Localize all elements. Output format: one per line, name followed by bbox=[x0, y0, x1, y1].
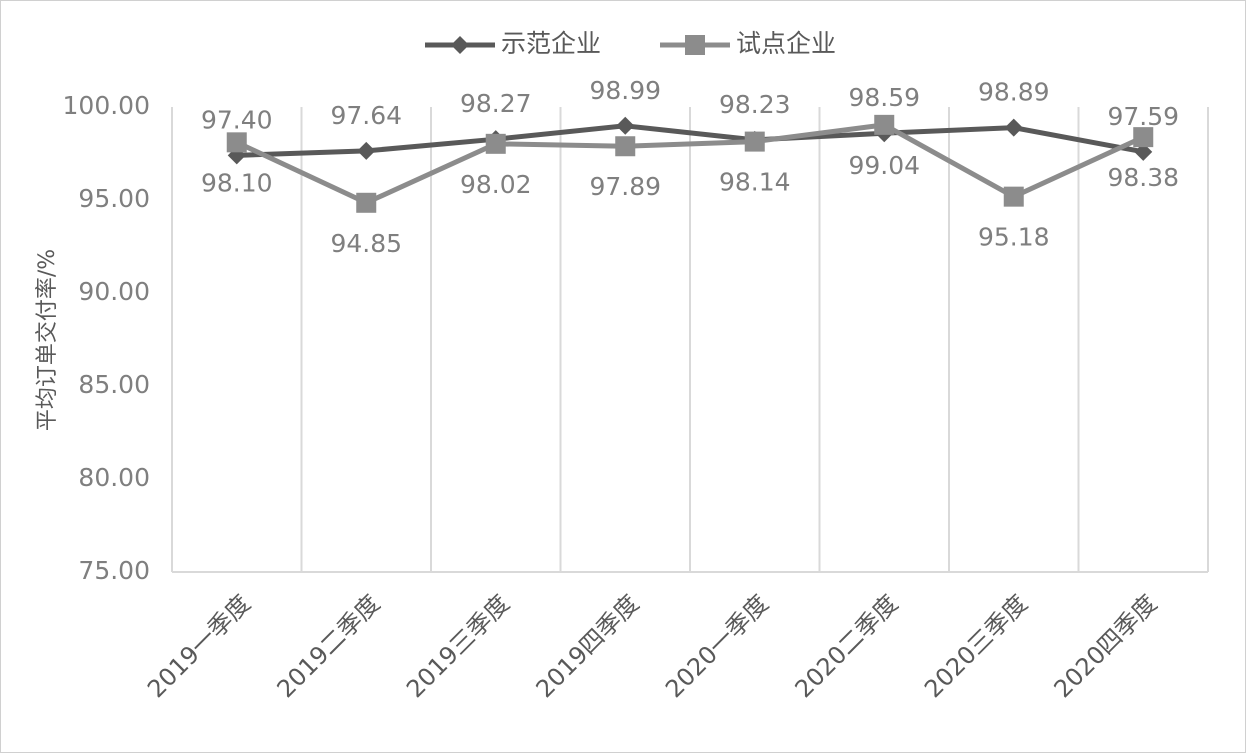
square-marker bbox=[356, 192, 377, 213]
data-label: 98.02 bbox=[460, 170, 532, 199]
square-marker bbox=[226, 132, 247, 153]
square-marker bbox=[1003, 186, 1024, 207]
square-marker bbox=[615, 136, 636, 157]
legend-marker bbox=[451, 36, 469, 54]
diamond-marker bbox=[357, 141, 376, 160]
data-label: 97.40 bbox=[201, 105, 273, 134]
y-tick-label: 95.00 bbox=[78, 184, 150, 213]
data-label: 97.89 bbox=[589, 172, 661, 201]
legend-marker bbox=[685, 35, 705, 55]
y-axis-title: 平均订单交付率/% bbox=[35, 249, 60, 431]
y-tick-label: 85.00 bbox=[78, 370, 150, 399]
y-tick-label: 75.00 bbox=[78, 556, 150, 585]
diamond-marker bbox=[616, 116, 635, 135]
square-marker bbox=[874, 114, 895, 135]
data-label: 98.99 bbox=[589, 76, 661, 105]
series-line bbox=[236, 123, 1144, 158]
y-tick-label: 80.00 bbox=[78, 463, 150, 492]
y-tick-label: 90.00 bbox=[78, 277, 150, 306]
series-line bbox=[235, 122, 1145, 206]
legend-label: 示范企业 bbox=[501, 29, 601, 58]
data-label: 98.89 bbox=[978, 78, 1050, 107]
diamond-marker bbox=[1134, 142, 1153, 161]
data-label: 98.27 bbox=[460, 89, 532, 118]
data-label: 98.23 bbox=[719, 90, 791, 119]
data-label: 97.59 bbox=[1107, 102, 1179, 131]
y-tick-label: 100.00 bbox=[63, 91, 150, 120]
square-marker bbox=[1133, 127, 1154, 148]
data-label: 98.10 bbox=[201, 168, 273, 197]
diamond-marker bbox=[1004, 118, 1023, 137]
data-label: 94.85 bbox=[330, 229, 402, 258]
data-label: 97.64 bbox=[330, 101, 402, 130]
data-label: 98.59 bbox=[848, 83, 920, 112]
data-label: 95.18 bbox=[978, 223, 1050, 252]
legend-label: 试点企业 bbox=[736, 29, 836, 58]
data-label: 98.14 bbox=[719, 168, 791, 197]
data-label: 99.04 bbox=[848, 151, 920, 180]
data-label: 98.38 bbox=[1107, 163, 1179, 192]
square-marker bbox=[744, 131, 765, 152]
square-marker bbox=[485, 133, 506, 154]
